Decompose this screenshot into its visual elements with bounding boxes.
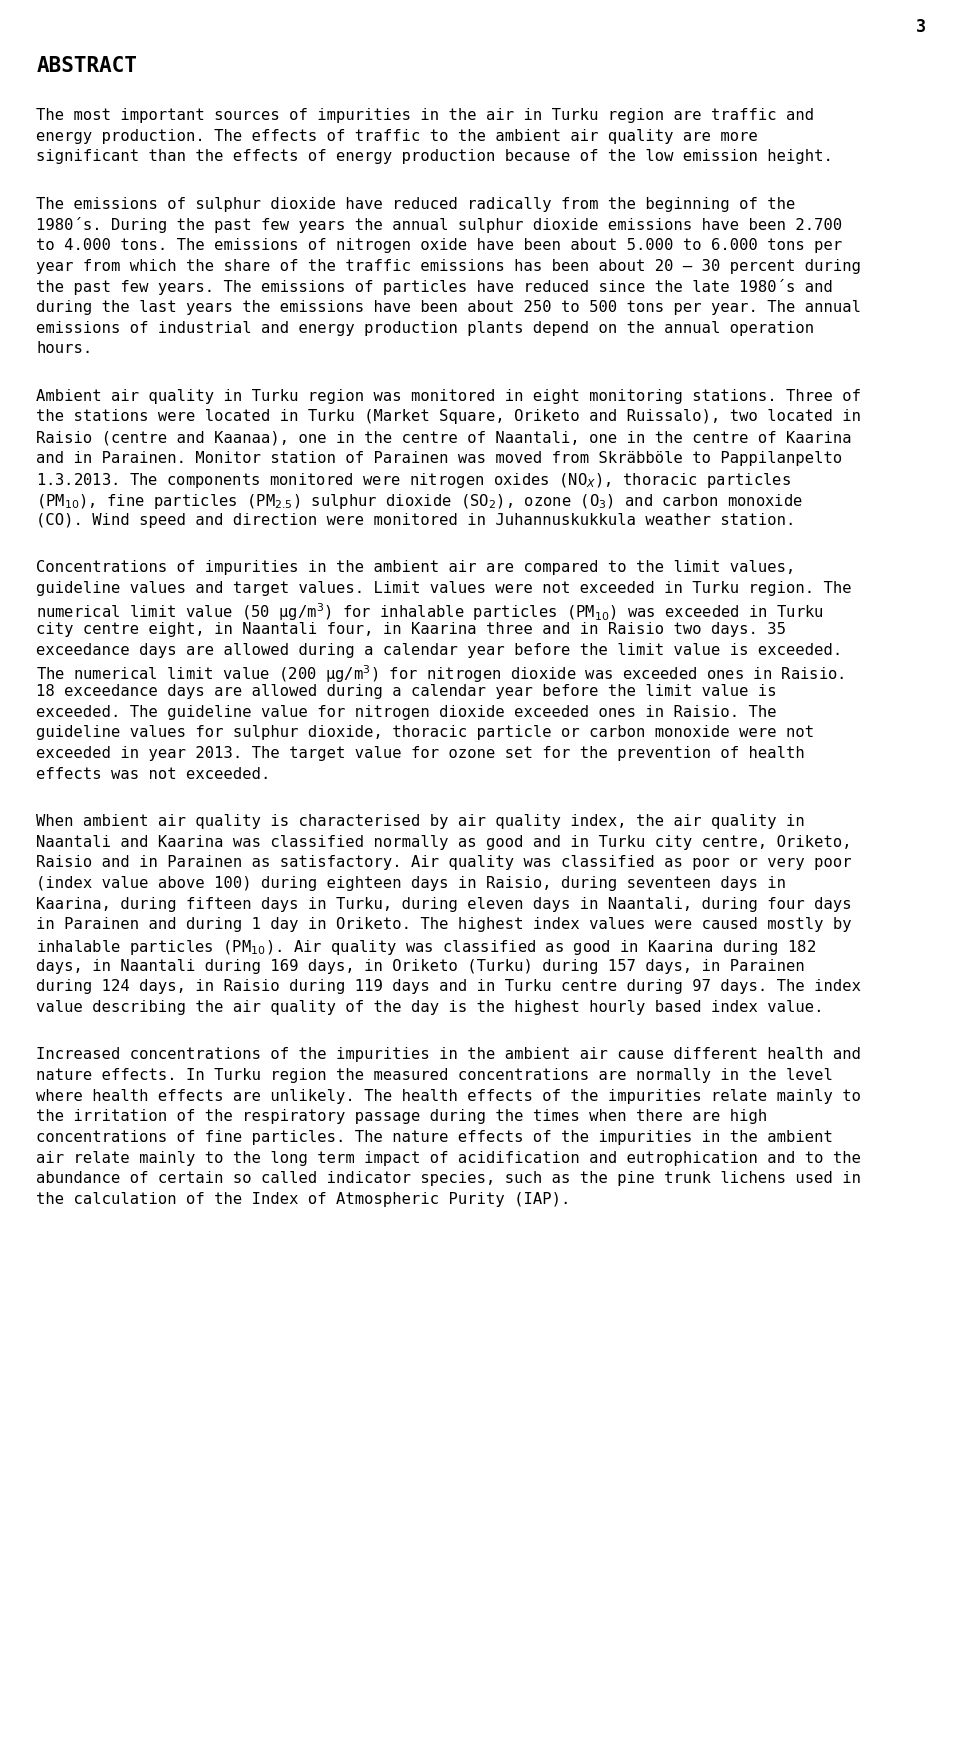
Text: guideline values for sulphur dioxide, thoracic particle or carbon monoxide were : guideline values for sulphur dioxide, th… bbox=[36, 726, 815, 740]
Text: Increased concentrations of the impurities in the ambient air cause different he: Increased concentrations of the impuriti… bbox=[36, 1048, 861, 1062]
Text: exceedance days are allowed during a calendar year before the limit value is exc: exceedance days are allowed during a cal… bbox=[36, 642, 843, 658]
Text: 1980´s. During the past few years the annual sulphur dioxide emissions have been: 1980´s. During the past few years the an… bbox=[36, 218, 843, 233]
Text: effects was not exceeded.: effects was not exceeded. bbox=[36, 766, 271, 782]
Text: 3: 3 bbox=[917, 17, 926, 37]
Text: in Parainen and during 1 day in Oriketo. The highest index values were caused mo: in Parainen and during 1 day in Oriketo.… bbox=[36, 918, 852, 933]
Text: (PM$_{10}$), fine particles (PM$_{2.5}$) sulphur dioxide (SO$_2$), ozone (O$_3$): (PM$_{10}$), fine particles (PM$_{2.5}$)… bbox=[36, 493, 804, 512]
Text: the past few years. The emissions of particles have reduced since the late 1980´: the past few years. The emissions of par… bbox=[36, 279, 833, 296]
Text: inhalable particles (PM$_{10}$). Air quality was classified as good in Kaarina d: inhalable particles (PM$_{10}$). Air qua… bbox=[36, 938, 817, 958]
Text: energy production. The effects of traffic to the ambient air quality are more: energy production. The effects of traffi… bbox=[36, 129, 758, 143]
Text: exceeded. The guideline value for nitrogen dioxide exceeded ones in Raisio. The: exceeded. The guideline value for nitrog… bbox=[36, 705, 777, 719]
Text: concentrations of fine particles. The nature effects of the impurities in the am: concentrations of fine particles. The na… bbox=[36, 1130, 833, 1146]
Text: The most important sources of impurities in the air in Turku region are traffic : The most important sources of impurities… bbox=[36, 108, 815, 124]
Text: Kaarina, during fifteen days in Turku, during eleven days in Naantali, during fo: Kaarina, during fifteen days in Turku, d… bbox=[36, 897, 852, 912]
Text: Concentrations of impurities in the ambient air are compared to the limit values: Concentrations of impurities in the ambi… bbox=[36, 561, 796, 575]
Text: during the last years the emissions have been about 250 to 500 tons per year. Th: during the last years the emissions have… bbox=[36, 299, 861, 315]
Text: numerical limit value (50 μg/m$^3$) for inhalable particles (PM$_{10}$) was exce: numerical limit value (50 μg/m$^3$) for … bbox=[36, 602, 825, 623]
Text: When ambient air quality is characterised by air quality index, the air quality : When ambient air quality is characterise… bbox=[36, 815, 805, 829]
Text: year from which the share of the traffic emissions has been about 20 – 30 percen: year from which the share of the traffic… bbox=[36, 259, 861, 273]
Text: and in Parainen. Monitor station of Parainen was moved from Skräbböle to Pappila: and in Parainen. Monitor station of Para… bbox=[36, 451, 843, 467]
Text: the calculation of the Index of Atmospheric Purity (IAP).: the calculation of the Index of Atmosphe… bbox=[36, 1193, 571, 1207]
Text: nature effects. In Turku region the measured concentrations are normally in the : nature effects. In Turku region the meas… bbox=[36, 1069, 833, 1083]
Text: hours.: hours. bbox=[36, 341, 93, 357]
Text: the stations were located in Turku (Market Square, Oriketo and Ruissalo), two lo: the stations were located in Turku (Mark… bbox=[36, 409, 861, 425]
Text: (index value above 100) during eighteen days in Raisio, during seventeen days in: (index value above 100) during eighteen … bbox=[36, 876, 786, 891]
Text: ABSTRACT: ABSTRACT bbox=[36, 56, 137, 75]
Text: abundance of certain so called indicator species, such as the pine trunk lichens: abundance of certain so called indicator… bbox=[36, 1172, 861, 1186]
Text: The numerical limit value (200 μg/m$^3$) for nitrogen dioxide was exceeded ones : The numerical limit value (200 μg/m$^3$)… bbox=[36, 663, 845, 686]
Text: Naantali and Kaarina was classified normally as good and in Turku city centre, O: Naantali and Kaarina was classified norm… bbox=[36, 836, 852, 850]
Text: exceeded in year 2013. The target value for ozone set for the prevention of heal: exceeded in year 2013. The target value … bbox=[36, 745, 805, 761]
Text: to 4.000 tons. The emissions of nitrogen oxide have been about 5.000 to 6.000 to: to 4.000 tons. The emissions of nitrogen… bbox=[36, 239, 843, 252]
Text: during 124 days, in Raisio during 119 days and in Turku centre during 97 days. T: during 124 days, in Raisio during 119 da… bbox=[36, 978, 861, 994]
Text: (CO). Wind speed and direction were monitored in Juhannuskukkula weather station: (CO). Wind speed and direction were moni… bbox=[36, 512, 796, 528]
Text: The emissions of sulphur dioxide have reduced radically from the beginning of th: The emissions of sulphur dioxide have re… bbox=[36, 197, 796, 212]
Text: days, in Naantali during 169 days, in Oriketo (Turku) during 157 days, in Parain: days, in Naantali during 169 days, in Or… bbox=[36, 959, 805, 973]
Text: air relate mainly to the long term impact of acidification and eutrophication an: air relate mainly to the long term impac… bbox=[36, 1151, 861, 1166]
Text: city centre eight, in Naantali four, in Kaarina three and in Raisio two days. 35: city centre eight, in Naantali four, in … bbox=[36, 622, 786, 637]
Text: 1.3.2013. The components monitored were nitrogen oxides (NO$_X$), thoracic parti: 1.3.2013. The components monitored were … bbox=[36, 472, 792, 491]
Text: Ambient air quality in Turku region was monitored in eight monitoring stations. : Ambient air quality in Turku region was … bbox=[36, 388, 861, 404]
Text: significant than the effects of energy production because of the low emission he: significant than the effects of energy p… bbox=[36, 150, 833, 164]
Text: where health effects are unlikely. The health effects of the impurities relate m: where health effects are unlikely. The h… bbox=[36, 1088, 861, 1104]
Text: Raisio and in Parainen as satisfactory. Air quality was classified as poor or ve: Raisio and in Parainen as satisfactory. … bbox=[36, 855, 852, 870]
Text: 18 exceedance days are allowed during a calendar year before the limit value is: 18 exceedance days are allowed during a … bbox=[36, 684, 777, 700]
Text: guideline values and target values. Limit values were not exceeded in Turku regi: guideline values and target values. Limi… bbox=[36, 581, 852, 595]
Text: emissions of industrial and energy production plants depend on the annual operat: emissions of industrial and energy produ… bbox=[36, 320, 815, 336]
Text: Raisio (centre and Kaanaa), one in the centre of Naantali, one in the centre of : Raisio (centre and Kaanaa), one in the c… bbox=[36, 430, 852, 446]
Text: value describing the air quality of the day is the highest hourly based index va: value describing the air quality of the … bbox=[36, 999, 824, 1015]
Text: the irritation of the respiratory passage during the times when there are high: the irritation of the respiratory passag… bbox=[36, 1109, 768, 1125]
